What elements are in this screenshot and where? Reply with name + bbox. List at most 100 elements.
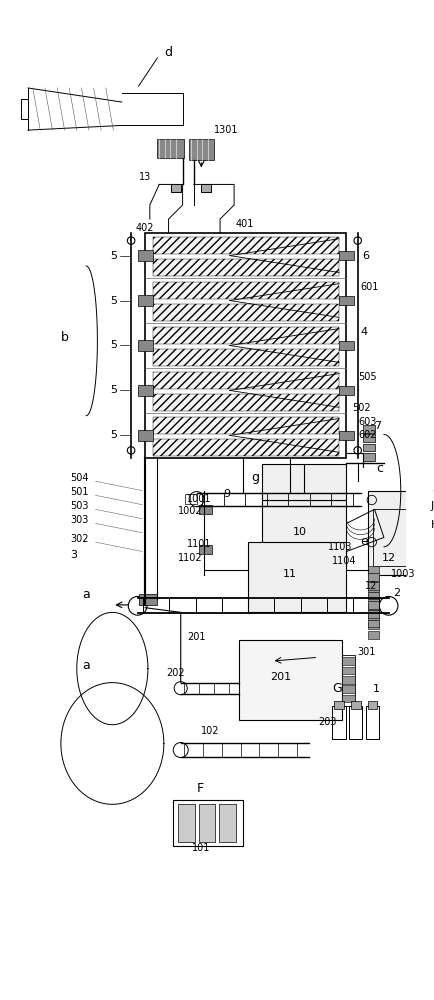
Text: 11: 11 <box>283 569 297 579</box>
Text: a: a <box>82 659 90 672</box>
Bar <box>153 349 339 366</box>
Bar <box>368 592 379 599</box>
Text: 10: 10 <box>293 527 307 537</box>
Text: 12: 12 <box>365 581 378 591</box>
Text: 1101: 1101 <box>187 539 212 549</box>
Bar <box>248 542 346 612</box>
Text: 101: 101 <box>192 843 210 853</box>
Bar <box>239 640 342 720</box>
Text: 501: 501 <box>70 487 89 497</box>
Text: 201: 201 <box>270 672 292 682</box>
Text: H: H <box>431 520 434 530</box>
Text: 301: 301 <box>358 647 376 657</box>
Text: 201: 201 <box>187 632 206 642</box>
Text: 202: 202 <box>167 668 185 678</box>
Bar <box>334 701 344 709</box>
Text: 601: 601 <box>361 282 379 292</box>
Bar <box>342 655 355 706</box>
Text: 13: 13 <box>138 172 151 182</box>
Bar <box>368 573 379 581</box>
Bar <box>368 575 379 582</box>
Bar <box>138 430 153 441</box>
Bar <box>198 545 212 554</box>
Text: 504: 504 <box>70 473 89 483</box>
Text: 302: 302 <box>70 534 89 544</box>
Text: g: g <box>251 471 259 484</box>
Bar <box>363 444 375 451</box>
Bar <box>368 491 429 575</box>
Bar <box>339 296 354 305</box>
Bar <box>368 582 379 590</box>
Text: 2: 2 <box>393 588 401 598</box>
Bar <box>178 804 195 842</box>
Bar <box>153 237 339 254</box>
Text: 1001: 1001 <box>187 494 212 504</box>
Bar <box>349 706 362 739</box>
Text: 5: 5 <box>111 251 118 261</box>
Bar <box>171 184 181 192</box>
Text: 5: 5 <box>111 430 118 440</box>
Text: 8: 8 <box>433 485 434 495</box>
Bar <box>339 431 354 440</box>
Bar <box>262 464 346 500</box>
Bar <box>153 259 339 276</box>
Bar <box>138 250 153 261</box>
Text: 303: 303 <box>70 515 89 525</box>
Text: G: G <box>332 682 342 695</box>
Text: 1104: 1104 <box>332 556 357 566</box>
Bar <box>368 584 379 592</box>
Text: c: c <box>376 462 383 475</box>
Bar <box>366 706 379 739</box>
Bar <box>368 610 379 618</box>
Bar <box>198 505 212 514</box>
Bar <box>342 667 355 674</box>
Bar <box>332 706 345 739</box>
Bar <box>173 800 243 846</box>
Text: 102: 102 <box>201 726 220 736</box>
Text: 1301: 1301 <box>214 125 238 135</box>
Bar <box>368 603 379 610</box>
Text: 603: 603 <box>358 417 377 427</box>
Bar <box>198 804 215 842</box>
Text: 5: 5 <box>111 385 118 395</box>
Bar <box>153 417 339 434</box>
Text: 1003: 1003 <box>391 569 416 579</box>
Bar <box>363 434 375 442</box>
Bar <box>153 394 339 411</box>
Bar <box>153 439 339 456</box>
Bar <box>138 594 157 605</box>
Bar <box>339 341 354 350</box>
Bar <box>342 695 355 702</box>
Bar <box>219 804 236 842</box>
Bar <box>351 701 361 709</box>
Bar <box>189 139 214 160</box>
Text: 3: 3 <box>70 550 77 560</box>
Text: 602: 602 <box>358 430 377 440</box>
Text: 5: 5 <box>111 340 118 350</box>
Bar <box>153 304 339 321</box>
Bar <box>368 701 378 709</box>
Bar <box>363 453 375 461</box>
Text: F: F <box>197 782 204 795</box>
Text: 6: 6 <box>362 251 369 261</box>
Bar <box>368 601 379 609</box>
Bar <box>185 494 197 504</box>
Text: 1103: 1103 <box>328 542 352 552</box>
Bar <box>138 340 153 351</box>
Bar <box>262 500 346 570</box>
Text: 12: 12 <box>382 553 396 563</box>
Text: 9: 9 <box>223 489 230 499</box>
Bar <box>153 372 339 389</box>
Bar <box>342 657 355 665</box>
Bar <box>153 282 339 299</box>
Bar <box>342 685 355 693</box>
Text: e: e <box>361 535 368 548</box>
Bar <box>368 631 379 639</box>
Bar <box>368 594 379 601</box>
Bar <box>153 327 339 344</box>
Bar <box>368 566 379 573</box>
Text: 5: 5 <box>111 296 118 306</box>
Text: 503: 503 <box>70 501 89 511</box>
Bar <box>145 233 346 458</box>
Bar <box>157 139 184 158</box>
